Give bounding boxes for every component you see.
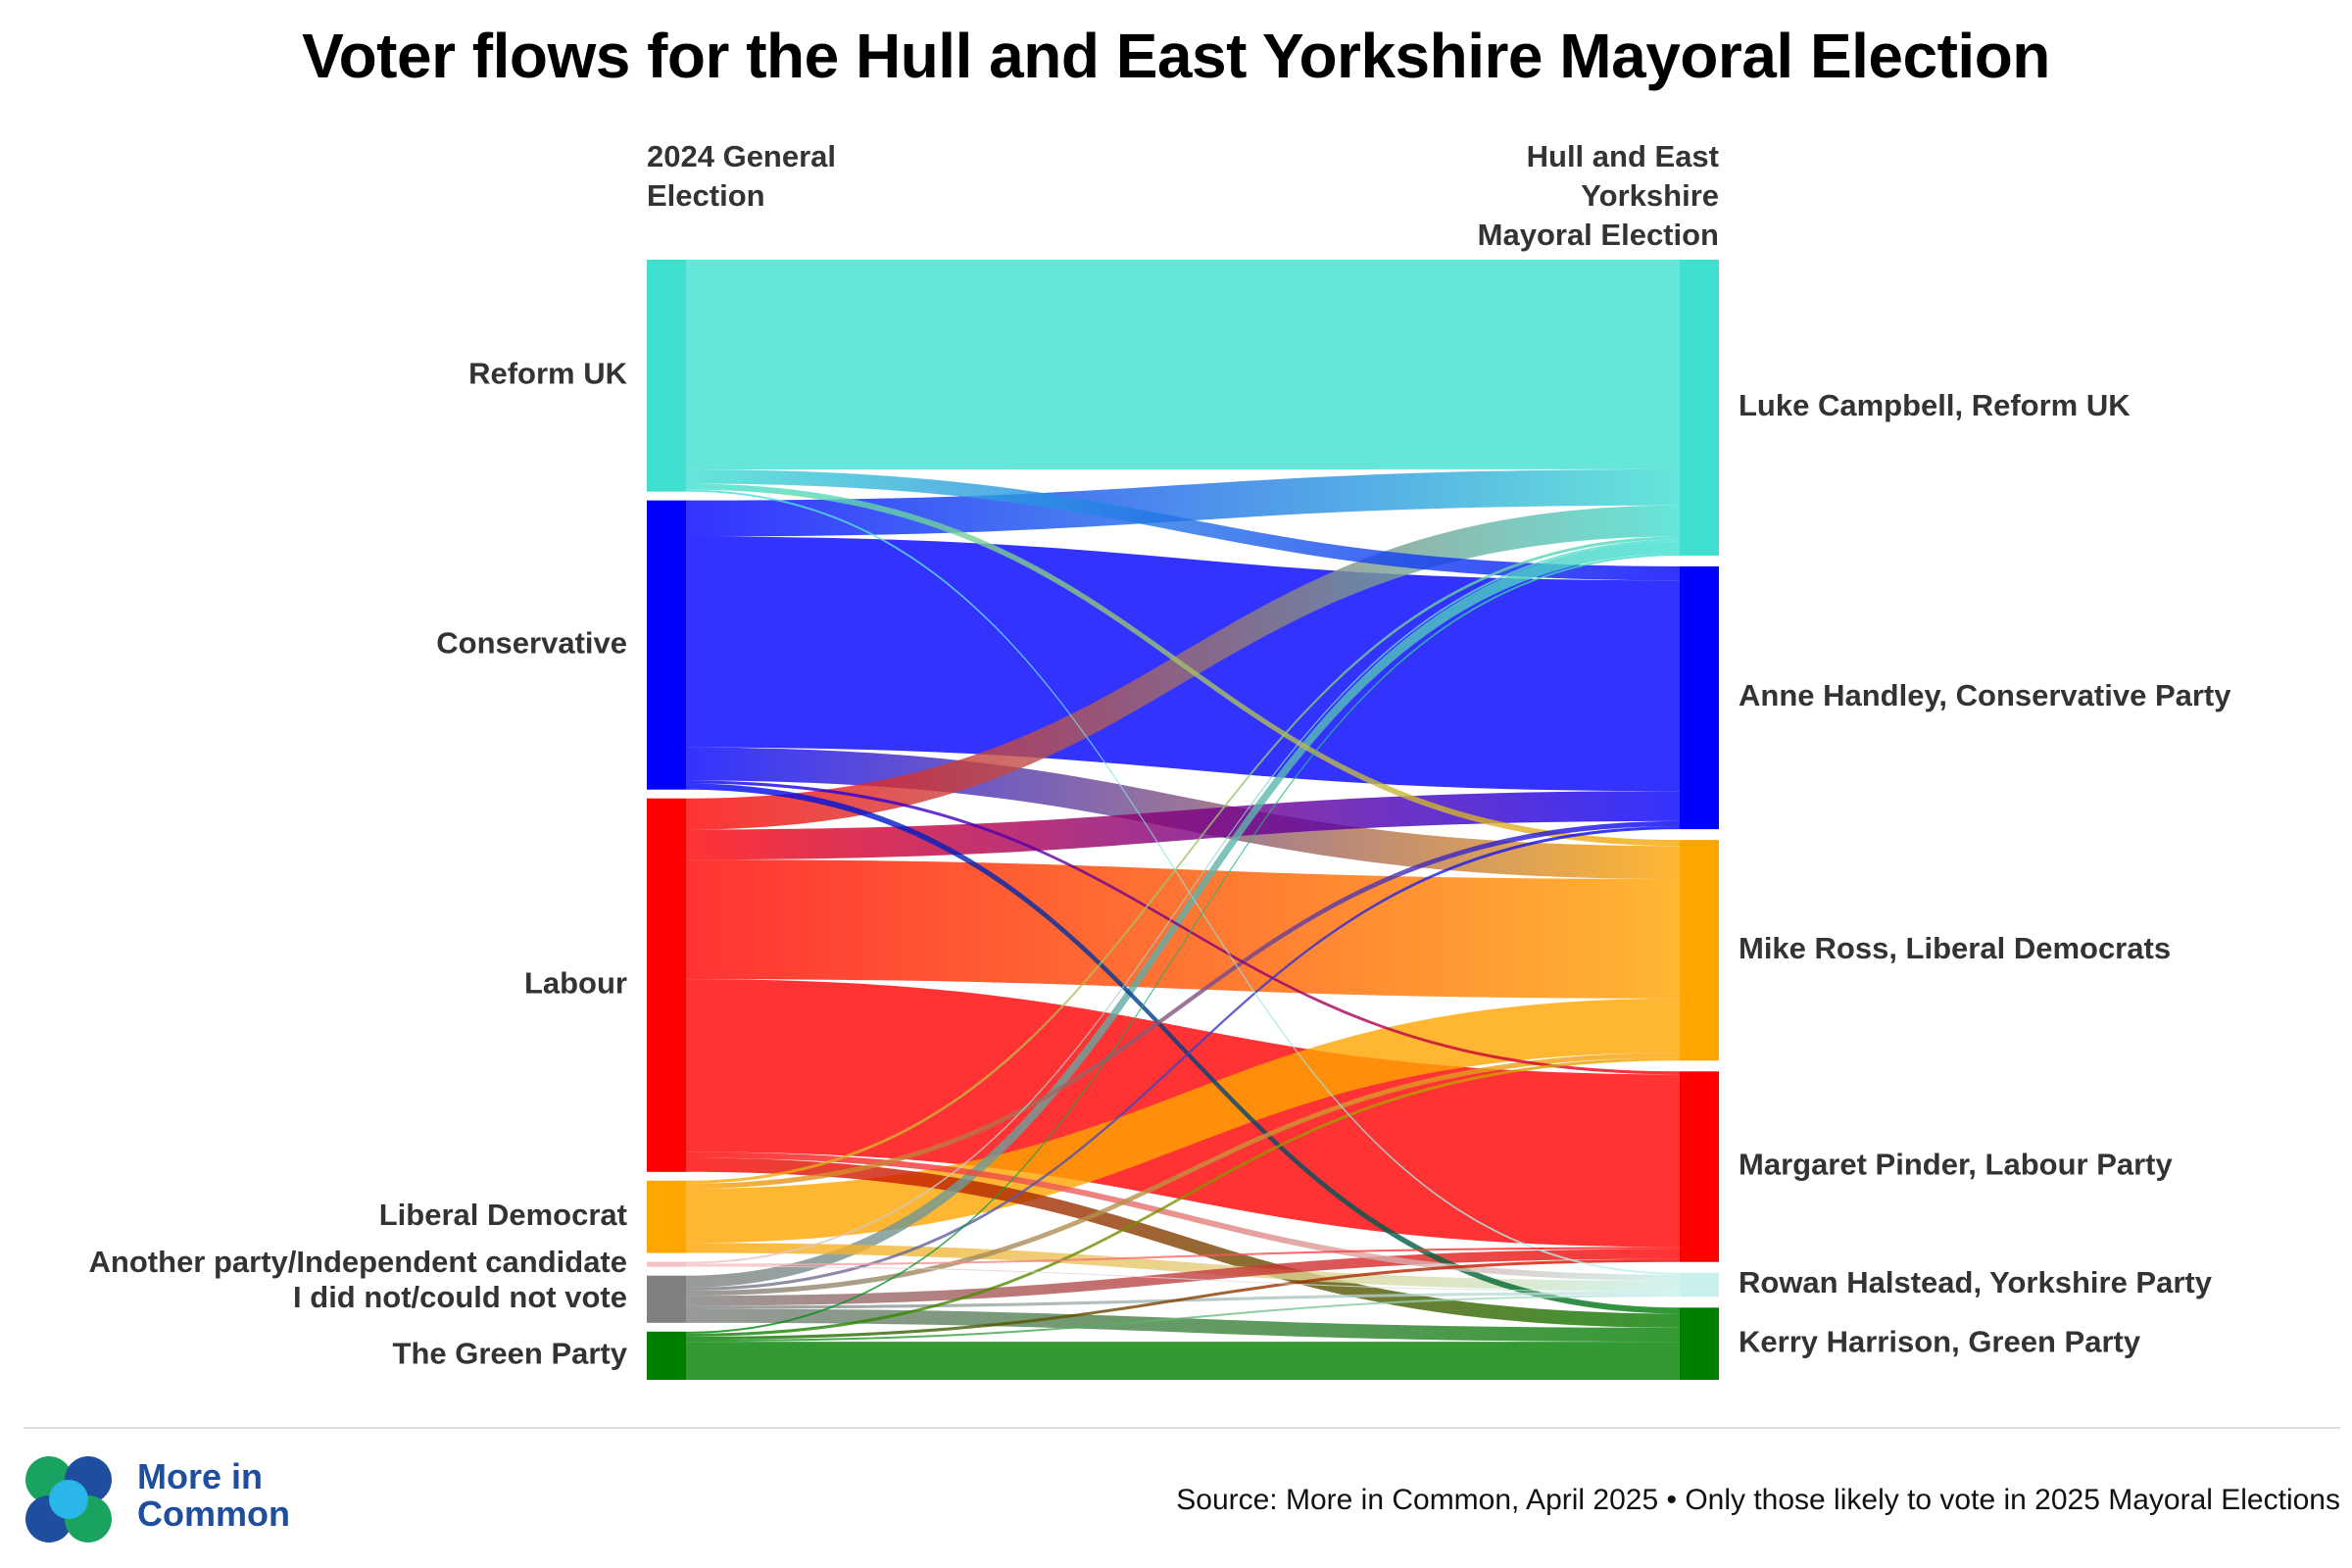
more-in-common-logo-icon — [25, 1456, 112, 1543]
target-label-luke-campbell-reform-uk: Luke Campbell, Reform UK — [1739, 388, 2131, 422]
flow-reform-to-rowan — [686, 489, 1680, 1275]
flow-ld-to-anne — [686, 820, 1680, 1189]
flow-ld-to-rowan — [686, 1243, 1680, 1292]
left-column-title-line: Election — [647, 178, 765, 213]
flow-con-to-kerry — [686, 783, 1680, 1314]
flow-con-to-marg — [686, 780, 1680, 1075]
footer-divider — [24, 1427, 2340, 1429]
source-node-the-green-party — [647, 1331, 686, 1380]
flow-dnv-to-kerry — [686, 1308, 1680, 1343]
target-node-anne-handley-conservative-party — [1680, 565, 1719, 830]
source-node-labour — [647, 798, 686, 1172]
right-column-title-line: Mayoral Election — [1478, 218, 1719, 252]
flow-grn-to-marg — [686, 1258, 1680, 1341]
flow-lab-to-kerry — [686, 1157, 1680, 1328]
flow-links — [686, 260, 1680, 1380]
flow-reform-to-anne — [686, 469, 1680, 581]
flow-grn-to-rowan — [686, 1295, 1680, 1343]
source-label-i-did-not-could-not-vote: I did not/could not vote — [293, 1280, 627, 1314]
target-label-anne-handley-conservative-party: Anne Handley, Conservative Party — [1739, 678, 2231, 712]
flow-ld-to-luke — [686, 536, 1680, 1184]
source-label-reform-uk: Reform UK — [468, 357, 628, 391]
source-label-labour: Labour — [524, 965, 627, 1000]
source-note: Source: More in Common, April 2025 • Onl… — [1176, 1484, 2340, 1516]
flow-oth-to-marg — [686, 1247, 1680, 1266]
source-node-liberal-democrat — [647, 1180, 686, 1253]
source-label-the-green-party: The Green Party — [393, 1337, 628, 1371]
flow-con-to-luke — [686, 468, 1680, 537]
flow-oth-to-luke — [686, 539, 1680, 1264]
flow-dnv-to-luke — [686, 541, 1680, 1288]
flow-lab-to-mike — [686, 859, 1680, 999]
source-node-reform-uk — [647, 260, 686, 492]
right-column-title: Hull and East Yorkshire Mayoral Election — [1478, 139, 1719, 252]
target-node-rowan-halstead-yorkshire-party — [1680, 1272, 1719, 1298]
source-node-another-party-independent-candidate — [647, 1261, 686, 1267]
flow-dnv-to-mike — [686, 1053, 1680, 1297]
flow-grn-to-luke — [686, 553, 1680, 1334]
flow-reform-to-luke — [686, 260, 1680, 470]
brand-name: More in Common — [137, 1456, 290, 1534]
flow-grn-to-mike — [686, 1057, 1680, 1337]
source-node-i-did-not-could-not-vote — [647, 1275, 686, 1323]
target-label-rowan-halstead-yorkshire-party: Rowan Halstead, Yorkshire Party — [1739, 1265, 2213, 1299]
flow-reform-to-mike — [686, 483, 1680, 847]
target-label-kerry-harrison-green-party: Kerry Harrison, Green Party — [1739, 1324, 2141, 1358]
target-label-mike-ross-liberal-democrats: Mike Ross, Liberal Democrats — [1739, 931, 2171, 965]
right-column-title-line: Hull and East — [1527, 139, 1719, 173]
source-label-liberal-democrat: Liberal Democrat — [379, 1198, 627, 1232]
nodes — [647, 260, 1719, 1380]
source-node-conservative — [647, 500, 686, 790]
target-node-luke-campbell-reform-uk — [1680, 260, 1719, 556]
source-label-another-party-independent-candidate: Another party/Independent candidate — [89, 1245, 627, 1279]
target-node-mike-ross-liberal-democrats — [1680, 840, 1719, 1061]
flow-lab-to-rowan — [686, 1152, 1680, 1281]
target-node-margaret-pinder-labour-party — [1680, 1071, 1719, 1262]
left-column-title: 2024 General Election — [647, 139, 836, 213]
flow-grn-to-kerry — [686, 1342, 1680, 1380]
node-labels: Reform UK Conservative Labour Liberal Democ… — [89, 357, 2232, 1371]
flow-dnv-to-anne — [686, 826, 1680, 1292]
page-title: Voter flows for the Hull and East Yorksh… — [302, 21, 2050, 91]
target-node-kerry-harrison-green-party — [1680, 1307, 1719, 1380]
right-column-title-line: Yorkshire — [1581, 178, 1719, 213]
sankey-chart: 2024 General Election Hull and East Yorksh… — [89, 139, 2232, 1380]
source-label-conservative: Conservative — [436, 625, 627, 660]
left-column-title-line: 2024 General — [647, 139, 836, 173]
flow-oth-to-rowan — [686, 1265, 1680, 1293]
target-label-margaret-pinder-labour-party: Margaret Pinder, Labour Party — [1739, 1148, 2173, 1182]
